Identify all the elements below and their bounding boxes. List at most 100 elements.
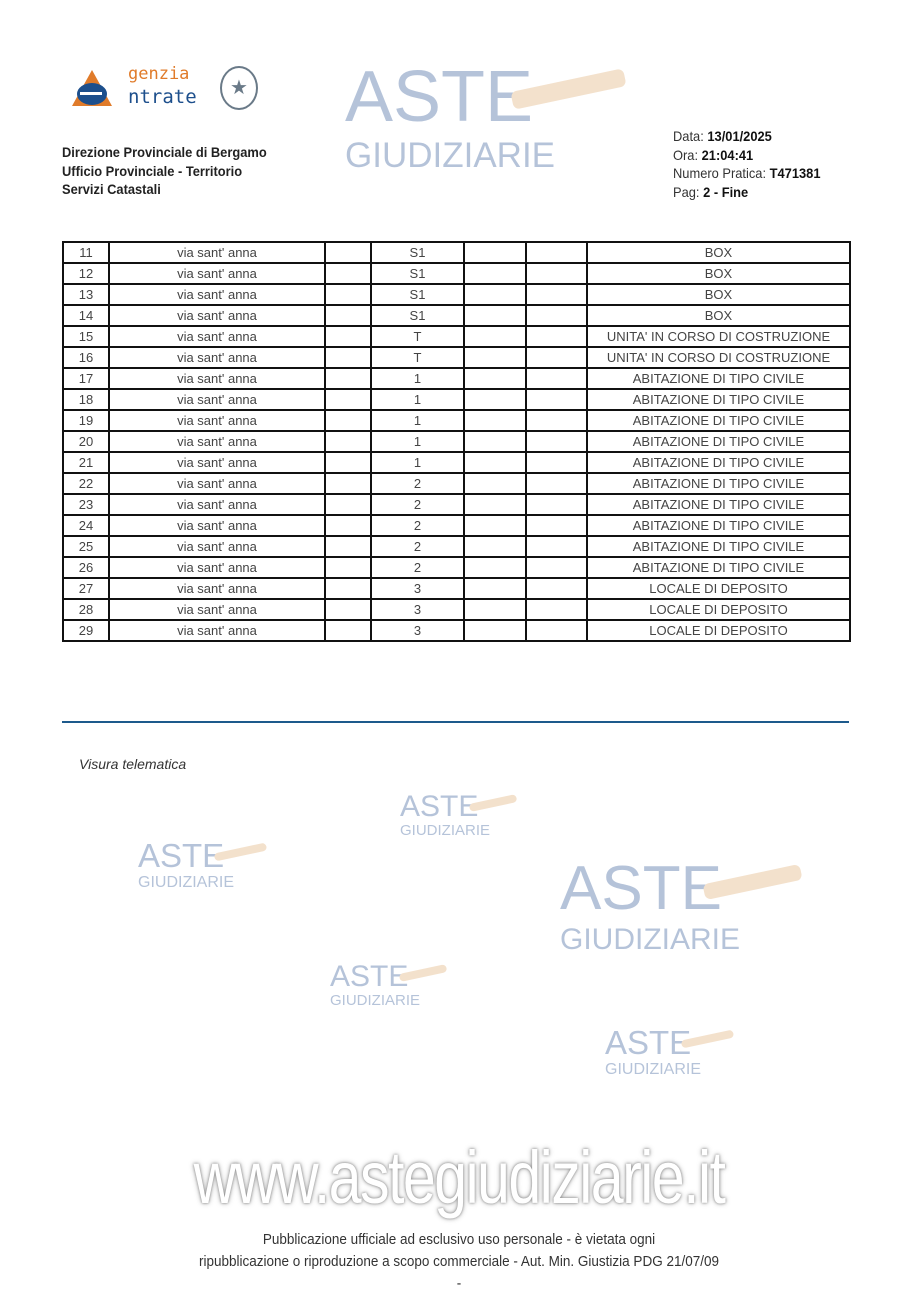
table-cell: ABITAZIONE DI TIPO CIVILE [586, 514, 851, 537]
divider [62, 721, 849, 723]
table-cell [324, 304, 372, 327]
table-row: 25 via sant' anna 2 ABITAZIONE DI TIPO CIVI… [62, 535, 851, 558]
table-cell: 1 [370, 430, 465, 453]
aste-giudiziarie-watermark: ASTE GIUDIZIARIE [400, 790, 518, 840]
table-cell [463, 241, 527, 264]
table-cell: via sant' anna [108, 241, 326, 264]
table-cell: ABITAZIONE DI TIPO CIVILE [586, 535, 851, 558]
table-cell [525, 409, 588, 432]
table-row: 19 via sant' anna 1 ABITAZIONE DI TIPO CIVI… [62, 409, 851, 432]
aste-giudiziarie-watermark: ASTE GIUDIZIARIE [138, 837, 267, 892]
table-cell: 19 [62, 409, 110, 432]
units-table: 11 via sant' anna S1 BOX 12 via sant' anna S1 B… [62, 241, 851, 642]
table-row: 20 via sant' anna 1 ABITAZIONE DI TIPO CIVI… [62, 430, 851, 453]
table-row: 24 via sant' anna 2 ABITAZIONE DI TIPO CIVI… [62, 514, 851, 537]
table-cell: via sant' anna [108, 577, 326, 600]
table-cell: 18 [62, 388, 110, 411]
table-cell: via sant' anna [108, 598, 326, 621]
aste-giudiziarie-watermark: ASTE GIUDIZIARIE [330, 960, 448, 1010]
table-cell: 26 [62, 556, 110, 579]
table-cell: ABITAZIONE DI TIPO CIVILE [586, 472, 851, 495]
table-cell: 12 [62, 262, 110, 285]
table-cell [324, 262, 372, 285]
table-row: 28 via sant' anna 3 LOCALE DI DEPOSITO [62, 598, 851, 621]
table-cell [463, 514, 527, 537]
table-cell: ABITAZIONE DI TIPO CIVILE [586, 409, 851, 432]
table-cell: via sant' anna [108, 283, 326, 306]
table-cell [324, 598, 372, 621]
table-cell: LOCALE DI DEPOSITO [586, 577, 851, 600]
table-cell [324, 493, 372, 516]
table-cell: via sant' anna [108, 535, 326, 558]
table-cell: 16 [62, 346, 110, 369]
table-row: 12 via sant' anna S1 BOX [62, 262, 851, 285]
aste-giudiziarie-watermark: ASTE GIUDIZIARIE [560, 854, 803, 956]
table-cell: 15 [62, 325, 110, 348]
table-cell [463, 325, 527, 348]
table-cell: BOX [586, 241, 851, 264]
table-cell [525, 451, 588, 474]
table-cell: UNITA' IN CORSO DI COSTRUZIONE [586, 346, 851, 369]
date-value: 13/01/2025 [707, 128, 772, 144]
table-cell: LOCALE DI DEPOSITO [586, 598, 851, 621]
table-cell: via sant' anna [108, 325, 326, 348]
footer-notice: Pubblicazione ufficiale ad esclusivo uso… [198, 1231, 720, 1292]
document-meta: Data: 13/01/2025 Ora: 21:04:41 Numero Pr… [673, 128, 821, 200]
table-cell [463, 367, 527, 390]
table-cell: ABITAZIONE DI TIPO CIVILE [586, 430, 851, 453]
visura-label: Visura telematica [79, 756, 187, 772]
table-cell: 25 [62, 535, 110, 558]
table-cell [525, 535, 588, 558]
table-cell: via sant' anna [108, 451, 326, 474]
table-cell: 24 [62, 514, 110, 537]
table-cell [463, 451, 527, 474]
table-cell: via sant' anna [108, 514, 326, 537]
table-row: 18 via sant' anna 1 ABITAZIONE DI TIPO CIVI… [62, 388, 851, 411]
table-cell [463, 409, 527, 432]
table-row: 15 via sant' anna T UNITA' IN CORSO DI COST… [62, 325, 851, 348]
table-cell: BOX [586, 304, 851, 327]
table-cell: via sant' anna [108, 619, 326, 642]
table-cell [463, 304, 527, 327]
table-cell [324, 535, 372, 558]
table-row: 23 via sant' anna 2 ABITAZIONE DI TIPO CIVI… [62, 493, 851, 516]
table-cell: 2 [370, 472, 465, 495]
table-cell [324, 619, 372, 642]
table-cell: BOX [586, 283, 851, 306]
table-cell: 20 [62, 430, 110, 453]
table-cell: via sant' anna [108, 493, 326, 516]
table-cell: 23 [62, 493, 110, 516]
table-cell: 1 [370, 451, 465, 474]
table-cell: via sant' anna [108, 346, 326, 369]
table-cell [324, 451, 372, 474]
table-cell [525, 325, 588, 348]
table-cell [324, 346, 372, 369]
table-cell [525, 577, 588, 600]
time-value: 21:04:41 [701, 146, 754, 163]
table-cell [324, 283, 372, 306]
table-cell [525, 514, 588, 537]
table-row: 21 via sant' anna 1 ABITAZIONE DI TIPO CIVI… [62, 451, 851, 474]
table-cell [525, 472, 588, 495]
table-cell: 29 [62, 619, 110, 642]
table-cell [525, 430, 588, 453]
republic-seal-icon: ★ [220, 66, 258, 110]
table-cell: 1 [370, 388, 465, 411]
table-cell [324, 367, 372, 390]
table-cell [463, 598, 527, 621]
table-cell: T [370, 325, 465, 348]
table-cell [525, 367, 588, 390]
table-cell: via sant' anna [108, 472, 326, 495]
table-row: 13 via sant' anna S1 BOX [62, 283, 851, 306]
table-cell [463, 430, 527, 453]
table-cell: BOX [586, 262, 851, 285]
table-cell [525, 598, 588, 621]
table-cell: 22 [62, 472, 110, 495]
table-cell: via sant' anna [108, 367, 326, 390]
pratica-value: T471381 [769, 165, 821, 181]
table-cell [324, 430, 372, 453]
table-cell: 2 [370, 493, 465, 516]
table-cell: 2 [370, 535, 465, 558]
table-cell: 27 [62, 577, 110, 600]
